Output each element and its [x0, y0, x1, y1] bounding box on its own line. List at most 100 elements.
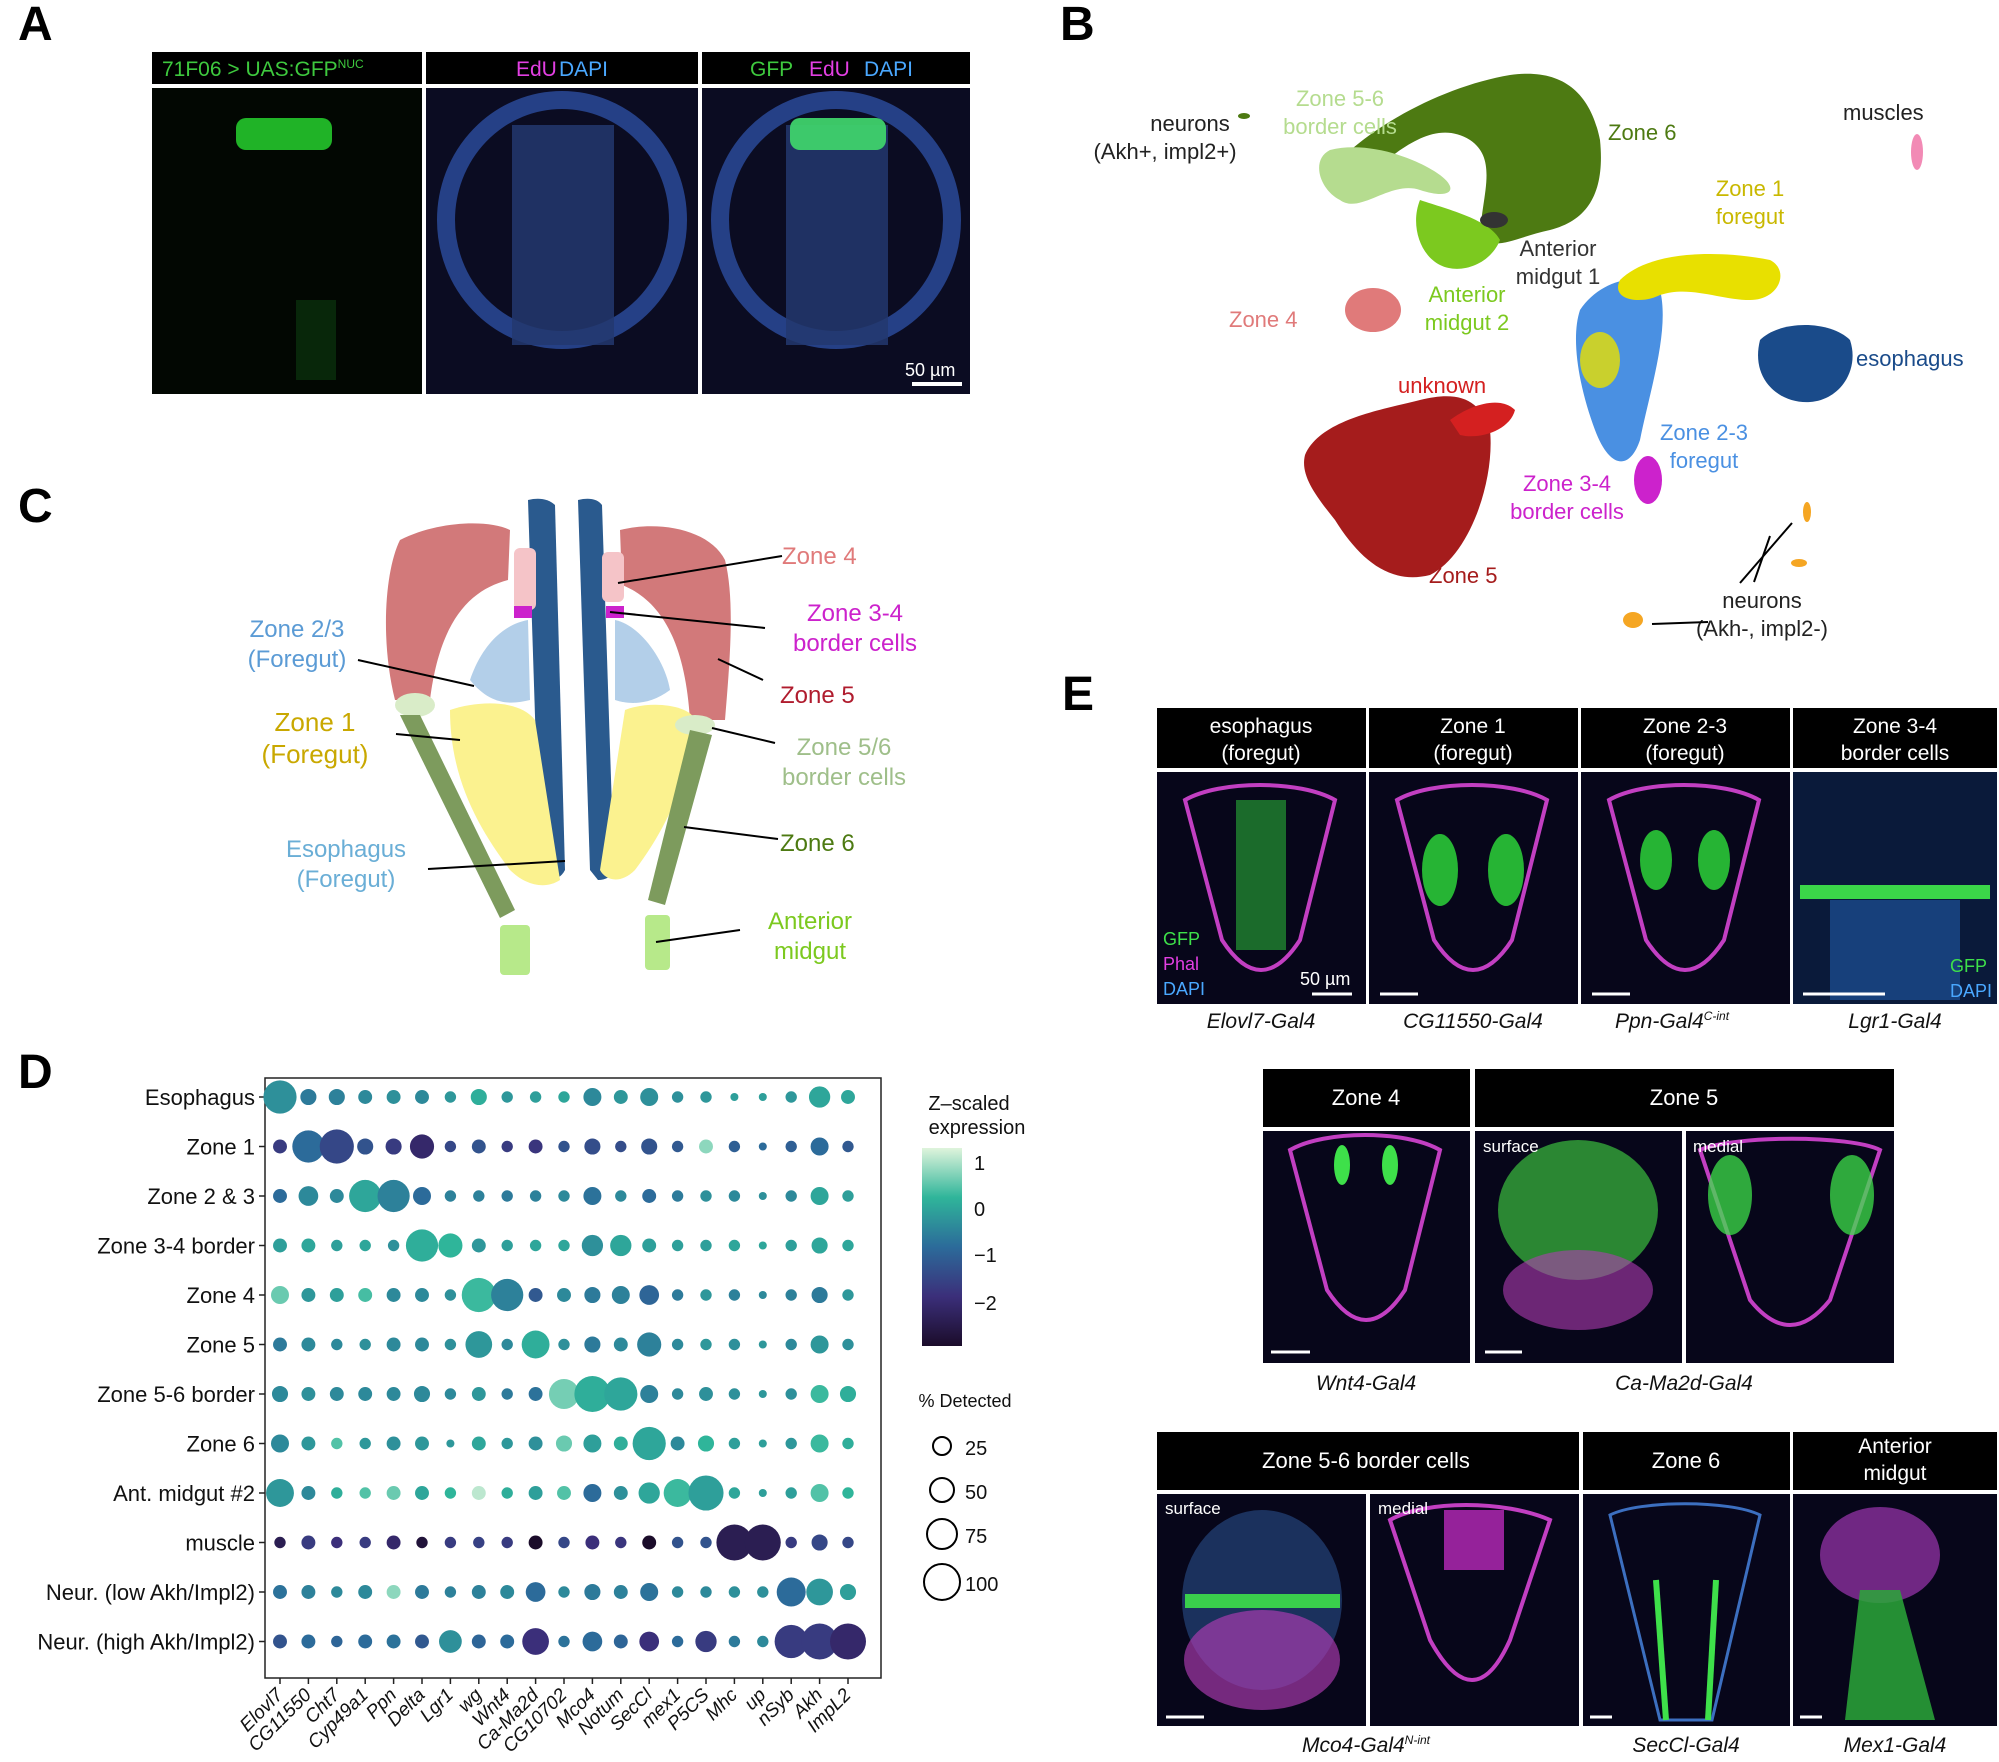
schematic-zone6-right	[648, 730, 712, 905]
dotplot-dot	[839, 1583, 857, 1601]
dotplot-dot	[331, 1239, 343, 1252]
schematic-line-zone3-4	[609, 611, 766, 629]
dotplot-dot	[615, 1140, 627, 1153]
schematic-line-zone4	[617, 555, 783, 584]
e-gfp-r2-1a	[1334, 1145, 1350, 1185]
dotplot-dot	[785, 1289, 797, 1301]
dotplot-dot	[501, 1239, 513, 1252]
schematic-zone5-6-right	[675, 715, 715, 735]
dotplot-dot	[444, 1190, 457, 1202]
e-row2-sub-surface: surface	[1483, 1137, 1539, 1156]
e-row3-h-1: Zone 5-6 border cells	[1262, 1448, 1470, 1473]
umap-label-zone4: Zone 4	[1229, 307, 1298, 332]
dotplot-dot	[273, 1238, 287, 1253]
dotplot-dot	[444, 1388, 457, 1400]
e-row1-h-1: esophagus (foregut)	[1210, 715, 1313, 765]
e-driver-r3-3: Mex1-Gal4	[1844, 1734, 1947, 1757]
schematic-label-zone5: Zone 5	[780, 682, 855, 709]
dotplot-dot	[522, 1628, 549, 1655]
dotplot-dot	[273, 1585, 287, 1599]
dotplot-dot	[810, 1187, 829, 1205]
dotplot-dot	[615, 1190, 627, 1202]
dotplot-dot	[785, 1487, 797, 1499]
dotplot-dot	[700, 1586, 712, 1598]
dotplot-dot	[471, 1634, 486, 1649]
panel-e: esophagus (foregut) Zone 1 (foregut) Zone …	[1157, 708, 1997, 1757]
dotplot-dot	[329, 1288, 344, 1302]
dotplot-dot	[349, 1179, 382, 1213]
e-row3-sub-surface: surface	[1165, 1499, 1221, 1518]
dotplot-dot	[273, 1189, 287, 1203]
panel-a-tissue-core-3	[786, 125, 888, 345]
dotplot-dot	[695, 1630, 717, 1653]
dotplot-dot	[811, 1237, 828, 1254]
schematic-label-zone4: Zone 4	[782, 543, 857, 570]
panel-a-scalebar-label: 50 µm	[905, 360, 955, 380]
dotplot-dot	[359, 1536, 371, 1549]
dotplot-dot	[557, 1288, 571, 1302]
dotplot-dot	[776, 1577, 806, 1607]
dotplot-dot	[271, 1385, 289, 1403]
dotplot-dot	[758, 1488, 767, 1498]
dotplot-dot	[386, 1337, 401, 1352]
schematic-zone3-4-left	[514, 606, 532, 618]
panel-c-letter: C	[18, 480, 53, 533]
dotplot-dot	[632, 1426, 666, 1461]
dotplot-dot	[583, 1187, 602, 1205]
dotplot-dot	[386, 1634, 401, 1649]
dotplot-dot	[386, 1585, 401, 1599]
dotplot-gene-label: Mhc	[702, 1684, 743, 1725]
dotplot-dot	[671, 1338, 684, 1351]
umap-anterior-midgut-1	[1480, 212, 1508, 228]
dotplot-dot	[377, 1179, 410, 1213]
dotplot-dot	[438, 1233, 463, 1258]
e-tissue-r3-4	[1820, 1507, 1940, 1603]
dotplot-dot	[301, 1436, 316, 1451]
dotplot-dot	[730, 1092, 739, 1102]
dotplot-dot	[413, 1187, 431, 1205]
dotplot-dot	[808, 1086, 831, 1108]
dotplot-dot	[585, 1535, 600, 1550]
dotplot-dot	[359, 1338, 371, 1351]
panel-a-gfp-band	[236, 118, 332, 150]
umap-zone6	[1340, 73, 1601, 244]
umap-label-anterior-midgut-2: Anterior midgut 2	[1425, 282, 1509, 335]
schematic-zone5-left	[385, 523, 510, 700]
dotplot-dot	[574, 1376, 611, 1412]
dotplot-dot	[758, 1241, 767, 1250]
e-driver-1: Elovl7-Gal4	[1207, 1010, 1316, 1033]
dotplot-dot	[581, 1234, 604, 1257]
dotplot-dot	[700, 1190, 712, 1202]
dotplot-dot	[386, 1535, 401, 1550]
legend-tick-0: 0	[974, 1199, 985, 1221]
dotplot-dot	[639, 1631, 660, 1652]
dotplot-dot	[671, 1388, 684, 1400]
dotplot-dot	[670, 1436, 685, 1451]
panel-a: 71F06 > UAS:GFPNUC EdU DAPI GFP EdU DAPI…	[152, 52, 970, 394]
dotplot-dot	[785, 1437, 797, 1450]
umap-neurons-akh-neg-3	[1623, 612, 1643, 628]
dotplot-dot	[471, 1387, 486, 1401]
e-driver-r2-2: Ca-Ma2d-Gal4	[1615, 1372, 1753, 1395]
dotplot-dot	[465, 1331, 493, 1358]
e-row3-header-3	[1793, 1432, 1997, 1490]
dotplot-dot	[444, 1487, 457, 1499]
dotplot-dot	[758, 1191, 767, 1201]
e-scale-label: 50 µm	[1300, 969, 1350, 989]
dotplot-dot	[728, 1190, 741, 1202]
e-gfp-r3-3a	[1653, 1579, 1669, 1721]
dotplot-dot	[501, 1140, 513, 1153]
schematic-line-zone5	[717, 658, 764, 681]
e-driver-3: Ppn-Gal4C-int	[1615, 1009, 1730, 1033]
e-phal-r3-1	[1184, 1610, 1340, 1710]
panel-d-legend: Z–scaled expression 1 0 −1 −2 % Detected…	[918, 1093, 1025, 1601]
dotplot-dot	[584, 1286, 601, 1304]
e-row2-h-1: Zone 4	[1332, 1085, 1401, 1110]
schematic-zone4-right	[602, 552, 624, 602]
dotplot-dot	[501, 1487, 513, 1499]
schematic-line-zone6	[683, 826, 779, 840]
dotplot-dot	[758, 1092, 767, 1102]
legend-color-title-1: Z–scaled	[928, 1093, 1009, 1115]
dotplot-dot	[610, 1234, 632, 1257]
e-row3-header-1	[1157, 1432, 1579, 1490]
